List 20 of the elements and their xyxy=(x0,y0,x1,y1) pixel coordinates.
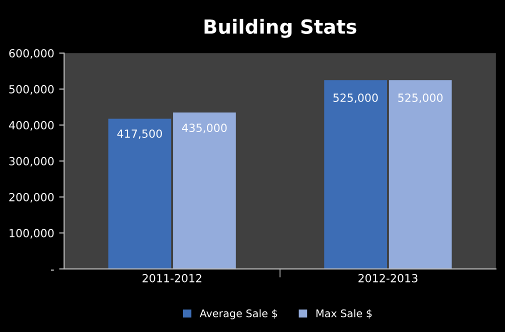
bar xyxy=(108,118,172,269)
y-tick-label: 200,000 xyxy=(9,192,54,202)
y-tick-label: 400,000 xyxy=(9,121,54,131)
y-tick-label: - xyxy=(50,270,54,271)
data-label: 417,500 xyxy=(117,129,162,140)
legend-label: Max Sale $ xyxy=(316,309,372,319)
bar xyxy=(173,112,236,269)
chart-title: Building Stats xyxy=(204,18,356,38)
data-label: 435,000 xyxy=(182,124,227,134)
data-label: 525,000 xyxy=(333,94,378,104)
y-tick-label: 500,000 xyxy=(9,85,54,95)
bar xyxy=(388,80,452,269)
bar xyxy=(324,80,387,269)
y-tick-label: 300,000 xyxy=(9,156,54,167)
x-tick-label: 2011-2012 xyxy=(142,274,202,282)
y-tick-label: 600,000 xyxy=(9,49,54,59)
legend-label: Average Sale $ xyxy=(200,309,278,320)
x-tick-label: 2012-2013 xyxy=(358,274,418,282)
y-tick-label: 100,000 xyxy=(10,228,54,238)
data-label: 525,000 xyxy=(398,94,443,104)
